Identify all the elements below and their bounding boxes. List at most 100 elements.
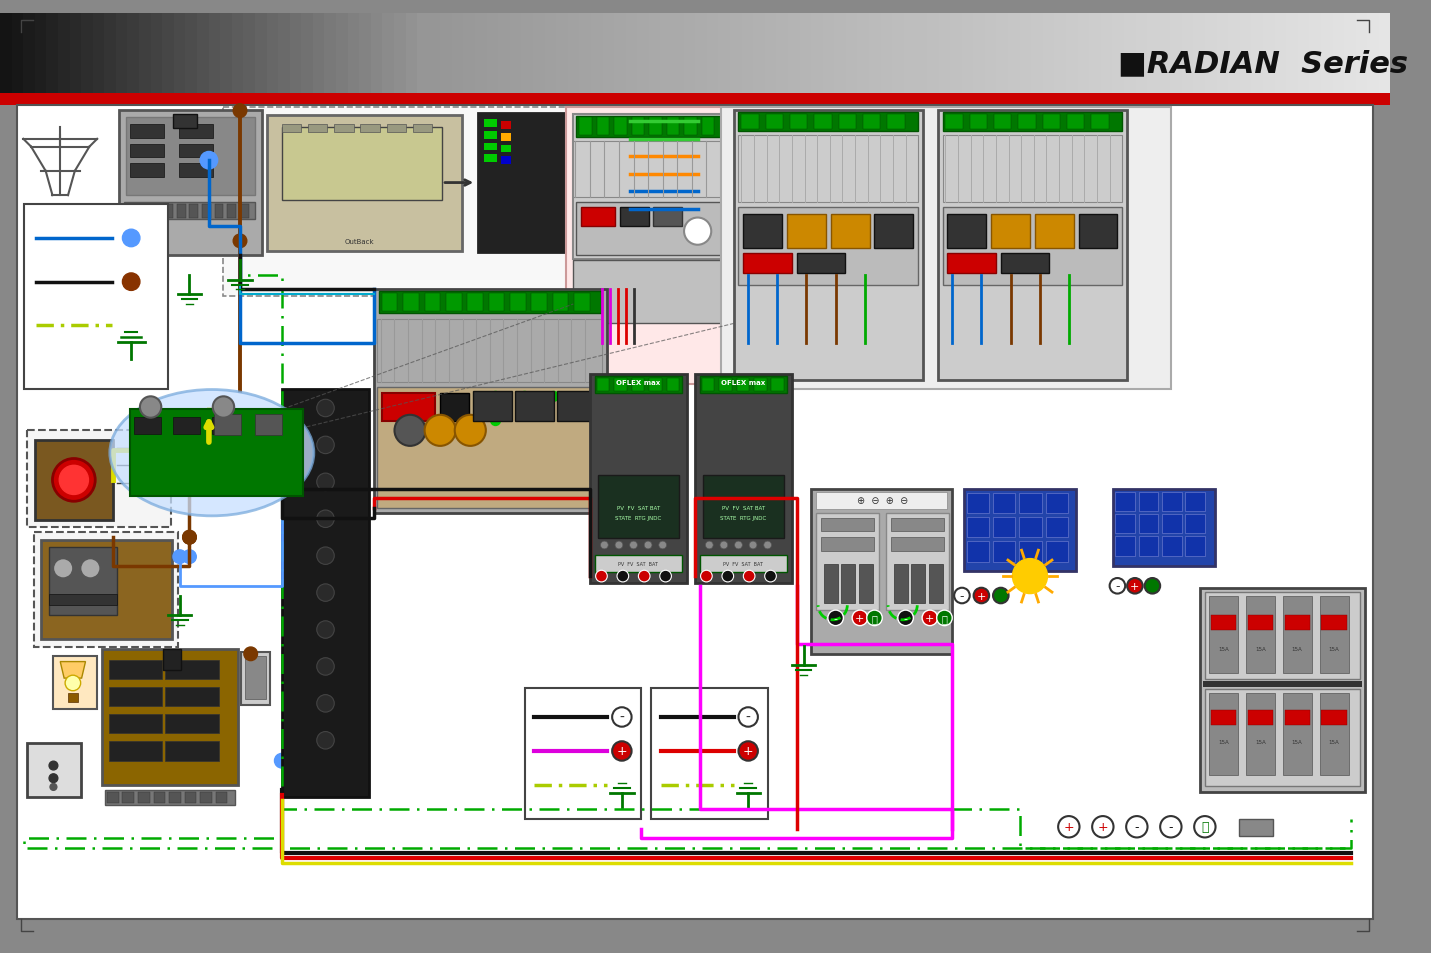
Bar — [1286, 13, 1299, 98]
Bar — [718, 378, 731, 392]
Bar — [209, 13, 222, 98]
Circle shape — [316, 547, 335, 565]
Bar — [631, 378, 644, 392]
Bar — [857, 13, 870, 98]
Bar — [1193, 13, 1206, 98]
Bar — [24, 205, 167, 389]
Bar — [595, 376, 683, 394]
Bar — [996, 13, 1009, 98]
Bar — [743, 254, 791, 274]
Bar — [574, 114, 727, 260]
Bar — [764, 13, 777, 98]
Text: 15A: 15A — [1292, 739, 1302, 744]
Bar — [673, 13, 684, 98]
Bar — [993, 541, 1016, 562]
Bar — [1185, 492, 1205, 512]
Bar — [109, 741, 162, 760]
Bar — [228, 205, 236, 218]
Circle shape — [954, 588, 970, 603]
Bar — [667, 118, 680, 136]
Circle shape — [183, 550, 196, 564]
Circle shape — [618, 196, 630, 207]
Bar — [1043, 13, 1056, 98]
Bar — [308, 125, 328, 132]
Circle shape — [630, 541, 637, 549]
Bar — [821, 518, 874, 532]
Circle shape — [937, 611, 952, 626]
Bar — [405, 13, 418, 98]
Bar — [124, 203, 255, 220]
Bar — [475, 13, 488, 98]
Circle shape — [53, 459, 96, 501]
Bar — [1123, 13, 1136, 98]
Bar — [313, 13, 325, 98]
Bar — [82, 13, 93, 98]
Bar — [943, 136, 1122, 203]
Text: ⊕  ⊖  ⊕  ⊖: ⊕ ⊖ ⊕ ⊖ — [857, 496, 907, 506]
Bar — [631, 118, 644, 136]
Circle shape — [316, 474, 335, 491]
Bar — [23, 13, 36, 98]
Bar — [967, 493, 989, 514]
Bar — [1251, 13, 1264, 98]
Bar — [578, 258, 615, 270]
Bar — [416, 13, 429, 98]
Bar — [811, 13, 824, 98]
Bar — [591, 13, 604, 98]
Bar — [1321, 616, 1347, 630]
Bar — [1319, 596, 1348, 674]
Bar — [165, 715, 219, 734]
Circle shape — [213, 396, 235, 418]
Bar — [1139, 537, 1158, 557]
Bar — [846, 13, 859, 98]
Bar — [545, 13, 557, 98]
Bar — [126, 205, 135, 218]
Bar — [487, 13, 499, 98]
Circle shape — [644, 541, 653, 549]
Bar — [738, 136, 919, 203]
Bar — [661, 13, 673, 98]
Bar — [376, 319, 602, 382]
Bar — [574, 142, 727, 198]
Bar — [163, 649, 180, 671]
Circle shape — [275, 754, 289, 768]
Circle shape — [738, 741, 758, 760]
Bar — [1032, 13, 1043, 98]
Bar — [1282, 693, 1312, 776]
Bar — [970, 114, 987, 130]
Text: ■RADIAN  Series: ■RADIAN Series — [1118, 50, 1408, 78]
Bar — [93, 13, 106, 98]
Text: +: + — [977, 591, 986, 601]
Bar — [578, 165, 615, 176]
Bar — [1046, 493, 1068, 514]
Circle shape — [200, 152, 218, 170]
Circle shape — [233, 234, 246, 249]
Circle shape — [705, 541, 713, 549]
Bar — [912, 565, 924, 603]
Bar — [177, 205, 186, 218]
Bar — [597, 378, 610, 392]
Bar — [348, 13, 361, 98]
Text: +: + — [1130, 581, 1139, 591]
Bar — [49, 594, 116, 605]
Circle shape — [1058, 816, 1079, 838]
Bar — [1332, 13, 1345, 98]
Bar — [185, 792, 196, 803]
Bar — [1201, 588, 1365, 792]
Bar — [102, 649, 238, 785]
Bar — [0, 13, 13, 98]
Bar — [694, 375, 791, 583]
Bar — [869, 13, 881, 98]
Bar — [107, 792, 119, 803]
Bar — [565, 108, 734, 384]
Bar — [574, 261, 727, 324]
Bar — [738, 208, 919, 285]
Bar — [49, 547, 116, 616]
Circle shape — [491, 416, 501, 426]
Bar — [1139, 515, 1158, 534]
Bar — [614, 118, 627, 136]
Bar — [766, 114, 783, 130]
Bar — [580, 13, 592, 98]
Bar — [887, 114, 904, 130]
Bar — [1116, 492, 1135, 512]
